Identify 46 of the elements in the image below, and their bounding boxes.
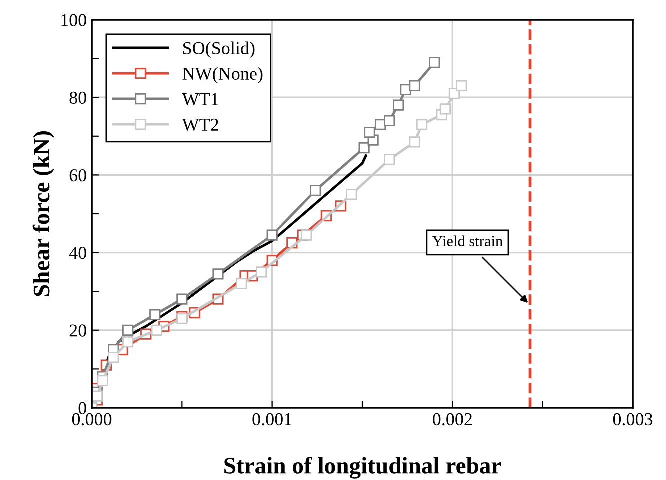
y-tick-label: 100 [62,14,86,26]
y-tick-label: 20 [70,324,86,337]
point [384,115,396,126]
point [212,268,224,280]
y-tick-label: 60 [70,169,86,182]
point [358,142,370,154]
point [122,336,134,348]
annotation: Yield strain [432,236,503,247]
point [176,294,188,305]
point [456,80,468,92]
x-tick-label: 0.000 [72,413,112,426]
point [150,309,161,320]
x-tick-label: 0.002 [433,413,472,426]
x-axis-title: Strain of longitudinal rebar [224,457,502,479]
y-tick-label: 40 [69,247,86,260]
point [310,185,322,196]
point [236,278,248,290]
point [92,390,103,402]
point [448,88,460,100]
point [301,230,312,241]
point [97,375,108,386]
y-axis-title: Shear force (kN) [32,132,54,296]
point [416,119,428,130]
point [384,154,396,166]
point [429,57,440,68]
legend-label: SO(Solid) [183,42,255,58]
point [108,352,120,364]
point [364,126,376,138]
point [122,324,134,336]
y-tick-label: 80 [70,92,86,104]
point [393,100,404,111]
point [151,324,162,336]
point [409,80,420,92]
point [266,230,278,241]
point [409,136,420,148]
point [374,119,386,130]
point [400,84,412,96]
x-tick-label: 0.001 [252,413,292,426]
legend-label: WT1 [182,93,218,106]
point [440,104,452,115]
x-tick-label: 0.003 [613,413,653,426]
y-tick-label: 0 [78,402,86,414]
point [256,266,268,278]
legend-label: NW(None) [182,67,263,84]
legend-label: WT2 [182,118,218,132]
point [346,189,358,200]
